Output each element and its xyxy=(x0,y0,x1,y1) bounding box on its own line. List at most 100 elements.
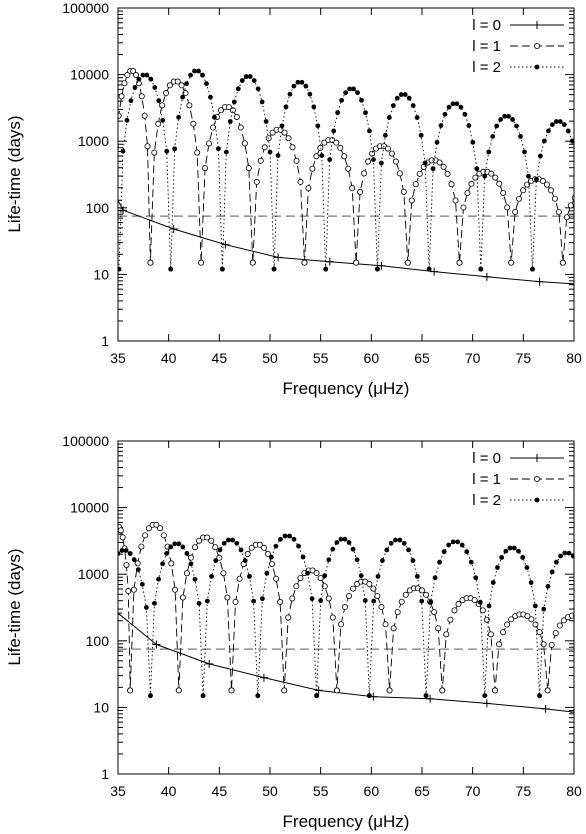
data-point-l-2 xyxy=(410,103,416,109)
x-tick-label: 40 xyxy=(161,350,177,366)
data-point-l-2 xyxy=(522,149,527,155)
data-point-l-0 xyxy=(541,704,550,713)
data-point-l-1 xyxy=(388,150,395,157)
data-point-l-1 xyxy=(386,687,393,694)
y-tick-label: 10000 xyxy=(70,500,109,516)
data-point-l-1 xyxy=(233,113,240,120)
data-point-l-2 xyxy=(291,83,297,89)
data-point-l-1 xyxy=(124,72,131,79)
data-point-l-1 xyxy=(196,537,203,544)
data-point-l-1 xyxy=(394,609,401,616)
data-point-l-2 xyxy=(221,540,227,546)
legend-marker xyxy=(533,21,541,29)
legend-marker xyxy=(534,43,541,50)
data-point-l-2 xyxy=(259,596,265,602)
data-point-l-2 xyxy=(148,76,154,82)
data-point-l-2 xyxy=(176,541,182,547)
data-point-l-1 xyxy=(456,259,463,266)
data-point-l-1 xyxy=(512,208,519,215)
data-point-l-2 xyxy=(482,173,488,179)
data-point-l-0 xyxy=(169,225,178,234)
data-point-l-1 xyxy=(166,82,173,89)
data-point-l-1 xyxy=(220,570,227,577)
data-point-l-1 xyxy=(452,197,459,204)
data-point-l-1 xyxy=(141,112,148,119)
data-point-l-1 xyxy=(528,616,535,623)
x-tick-label: 70 xyxy=(465,350,481,366)
data-point-l-2 xyxy=(401,540,407,546)
data-point-l-0 xyxy=(221,240,230,249)
data-point-l-2 xyxy=(579,569,584,574)
data-point-l-2 xyxy=(259,99,265,105)
data-point-l-2 xyxy=(299,79,305,85)
x-tick-label: 55 xyxy=(313,783,329,799)
data-point-l-1 xyxy=(551,195,558,202)
data-point-l-1 xyxy=(210,124,217,131)
data-point-l-2 xyxy=(565,128,571,134)
data-point-l-2 xyxy=(507,545,513,551)
data-point-l-1 xyxy=(436,159,443,166)
data-point-l-2 xyxy=(384,547,390,553)
data-point-l-2 xyxy=(382,132,388,138)
data-point-l-2 xyxy=(490,580,496,585)
data-point-l-1 xyxy=(297,575,304,582)
data-point-l-2 xyxy=(419,598,425,604)
data-point-l-2 xyxy=(251,598,257,604)
series-l-0 xyxy=(118,609,574,717)
x-tick-label: 50 xyxy=(262,350,278,366)
data-point-l-1 xyxy=(289,595,296,602)
data-point-l-1 xyxy=(325,595,332,602)
data-point-l-1 xyxy=(305,185,312,192)
data-point-l-0 xyxy=(205,659,214,668)
data-point-l-1 xyxy=(582,618,586,623)
data-point-l-1 xyxy=(175,687,182,694)
data-point-l-2 xyxy=(432,575,438,581)
data-point-l-2 xyxy=(386,115,392,120)
data-point-l-2 xyxy=(95,693,100,698)
data-point-l-2 xyxy=(156,576,161,582)
data-point-l-1 xyxy=(496,641,503,648)
data-point-l-1 xyxy=(412,181,419,188)
data-point-l-2 xyxy=(366,693,372,699)
y-tick-label: 100 xyxy=(86,633,110,649)
data-point-l-2 xyxy=(495,565,500,570)
data-point-l-0 xyxy=(426,694,435,703)
data-point-l-1 xyxy=(471,597,478,604)
data-point-l-2 xyxy=(103,582,108,587)
data-point-l-2 xyxy=(234,540,240,546)
data-point-l-1 xyxy=(301,259,308,266)
data-point-l-1 xyxy=(539,178,546,185)
data-point-l-2 xyxy=(278,536,283,542)
data-point-l-2 xyxy=(426,266,432,272)
data-point-l-1 xyxy=(232,598,239,605)
data-point-l-1 xyxy=(281,687,288,694)
data-point-l-1 xyxy=(269,129,276,136)
data-point-l-2 xyxy=(334,540,340,545)
data-point-l-1 xyxy=(366,580,373,587)
data-point-l-1 xyxy=(179,594,186,601)
data-point-l-1 xyxy=(151,149,158,156)
data-point-l-2 xyxy=(468,559,474,565)
data-point-l-2 xyxy=(553,559,559,565)
data-point-l-1 xyxy=(248,544,255,551)
data-point-l-1 xyxy=(204,534,211,541)
data-point-l-1 xyxy=(317,575,324,582)
series-l-2 xyxy=(118,68,574,272)
data-point-l-2 xyxy=(414,573,420,579)
data-point-l-2 xyxy=(430,166,436,172)
data-point-l-0 xyxy=(482,272,491,281)
data-point-l-1 xyxy=(580,187,585,192)
data-point-l-2 xyxy=(458,104,464,110)
data-point-l-2 xyxy=(164,148,170,154)
data-point-l-2 xyxy=(486,603,492,609)
data-point-l-2 xyxy=(541,138,547,144)
data-point-l-2 xyxy=(454,101,460,107)
data-point-l-1 xyxy=(182,90,189,97)
data-point-l-1 xyxy=(261,144,268,151)
data-point-l-1 xyxy=(123,562,130,569)
data-point-l-1 xyxy=(472,174,479,181)
data-point-l-2 xyxy=(118,266,122,272)
legend-marker xyxy=(534,64,540,70)
data-point-l-2 xyxy=(462,111,468,117)
data-point-l-2 xyxy=(470,139,476,145)
